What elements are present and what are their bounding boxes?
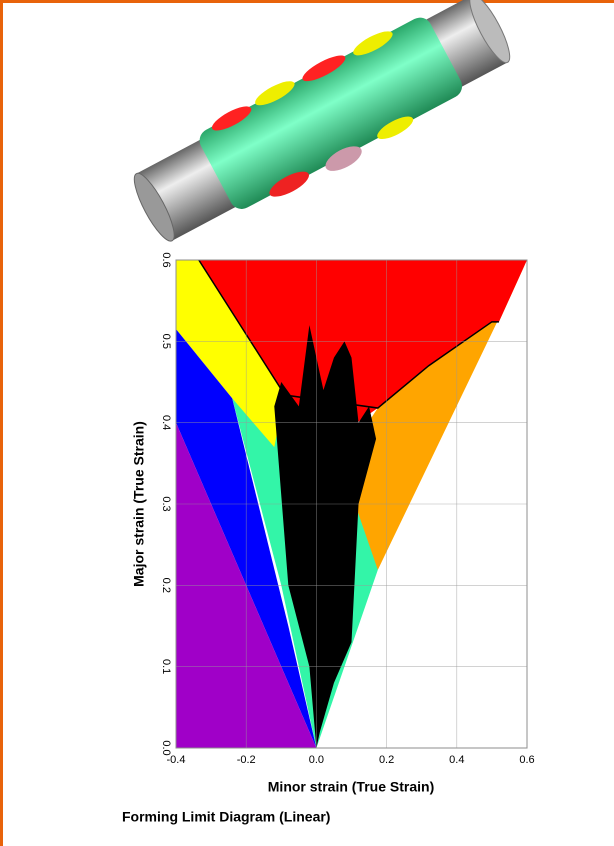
tube-image	[121, 0, 524, 260]
y-tick-label: 0.3	[160, 496, 172, 511]
x-tick-label: -0.2	[237, 754, 256, 766]
y-tick-label: 0.6	[160, 252, 172, 267]
x-tick-label: -0.4	[167, 754, 186, 766]
page: Minor strain (True Strain) Major strain …	[0, 0, 614, 846]
top-border	[0, 0, 614, 3]
y-axis-label: Major strain (True Strain)	[131, 421, 147, 587]
y-tick-label: 0.2	[160, 578, 172, 593]
x-tick-label: 0.6	[519, 754, 534, 766]
y-tick-label: 0.0	[160, 740, 172, 755]
chart-title: Forming Limit Diagram (Linear)	[122, 809, 330, 825]
x-tick-label: 0.4	[449, 754, 464, 766]
x-axis-label: Minor strain (True Strain)	[268, 779, 434, 795]
y-tick-label: 0.5	[160, 334, 172, 349]
x-tick-label: 0.2	[379, 754, 394, 766]
x-tick-label: 0.0	[309, 754, 324, 766]
y-tick-label: 0.1	[160, 659, 172, 674]
y-tick-label: 0.4	[160, 415, 172, 430]
left-border	[0, 0, 3, 846]
